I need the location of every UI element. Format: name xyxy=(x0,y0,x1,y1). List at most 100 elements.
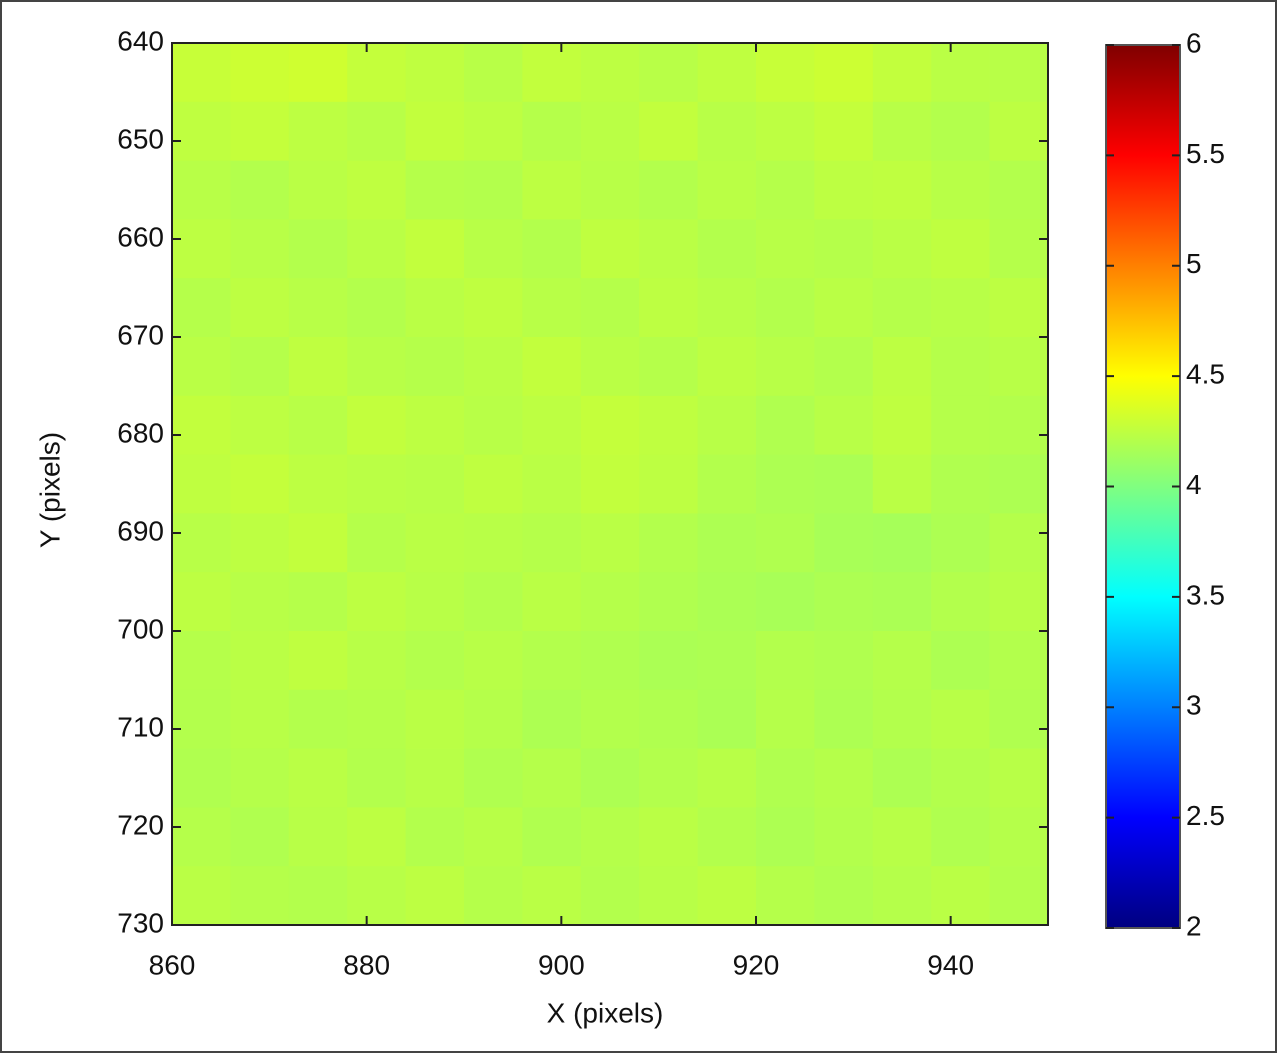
heatmap-cell xyxy=(172,807,231,867)
heatmap-cell xyxy=(814,101,874,162)
heatmap-cell xyxy=(697,219,757,279)
y-tick-label: 650 xyxy=(117,123,164,154)
heatmap-cell xyxy=(639,631,699,691)
heatmap-cell xyxy=(639,337,699,397)
heatmap-cell xyxy=(347,513,407,573)
heatmap-cell xyxy=(172,513,231,573)
heatmap-cell xyxy=(230,337,290,397)
heatmap-cell xyxy=(522,160,582,220)
heatmap-cell xyxy=(288,866,348,926)
heatmap-cell xyxy=(931,748,991,808)
heatmap-cell xyxy=(814,395,874,456)
heatmap-cell xyxy=(989,748,1049,808)
heatmap-cell xyxy=(580,219,640,279)
heatmap-cell xyxy=(697,689,757,750)
heatmap-cell xyxy=(347,395,407,456)
heatmap-cell xyxy=(347,866,407,926)
heatmap-cell xyxy=(989,219,1049,279)
heatmap-cell xyxy=(230,631,290,691)
heatmap-cell xyxy=(931,160,991,220)
heatmap-cell xyxy=(172,278,231,338)
heatmap-cell xyxy=(756,631,815,691)
heatmap-cell xyxy=(288,454,348,514)
heatmap-cell xyxy=(288,807,348,867)
x-tick-label: 940 xyxy=(927,949,974,980)
heatmap-cell xyxy=(989,807,1049,867)
heatmap-cell xyxy=(872,101,932,162)
heatmap-cell xyxy=(347,631,407,691)
heatmap-cell xyxy=(288,513,348,573)
heatmap-cell xyxy=(405,278,465,338)
x-axis-label: X (pixels) xyxy=(547,997,664,1028)
heatmap-cell xyxy=(464,454,523,514)
heatmap-cell xyxy=(347,160,407,220)
heatmap-cell xyxy=(522,43,582,103)
colorbar-tick-label: 6 xyxy=(1186,27,1202,58)
heatmap-cell xyxy=(872,219,932,279)
heatmap-cell xyxy=(639,748,699,808)
heatmap-cell xyxy=(872,395,932,456)
y-tick-label: 660 xyxy=(117,221,164,252)
heatmap-cell xyxy=(756,454,815,514)
heatmap-cell xyxy=(756,807,815,867)
colorbar-tick-label: 3 xyxy=(1186,690,1202,721)
heatmap-cell xyxy=(405,748,465,808)
heatmap-cell xyxy=(872,278,932,338)
heatmap-cell xyxy=(639,43,699,103)
heatmap-cell xyxy=(464,43,523,103)
heatmap-cell xyxy=(989,631,1049,691)
heatmap-cell xyxy=(172,631,231,691)
plot-frame xyxy=(171,42,1049,926)
y-tick-label: 680 xyxy=(117,417,164,448)
heatmap-cell xyxy=(405,101,465,162)
heatmap-cell xyxy=(172,748,231,808)
heatmap-cell xyxy=(172,219,231,279)
heatmap-cell xyxy=(639,101,699,162)
heatmap-cell xyxy=(230,513,290,573)
heatmap-cell xyxy=(639,278,699,338)
x-tick-label: 880 xyxy=(343,949,390,980)
heatmap-cell xyxy=(872,748,932,808)
heatmap-cell xyxy=(580,395,640,456)
heatmap-cell xyxy=(405,160,465,220)
heatmap-cell xyxy=(347,337,407,397)
heatmap-cell xyxy=(522,395,582,456)
heatmap-cell xyxy=(756,866,815,926)
heatmap-cell xyxy=(464,219,523,279)
heatmap-cell xyxy=(464,689,523,750)
heatmap-cell xyxy=(872,337,932,397)
heatmap-cell xyxy=(989,513,1049,573)
heatmap-cell xyxy=(580,43,640,103)
y-tick-label: 730 xyxy=(117,907,164,938)
heatmap-cell xyxy=(172,454,231,514)
heatmap-cell xyxy=(814,160,874,220)
heatmap-cell xyxy=(347,454,407,514)
heatmap-cell xyxy=(522,866,582,926)
x-tick-label: 920 xyxy=(733,949,780,980)
heatmap-cell xyxy=(288,160,348,220)
colorbar-tick-label: 2.5 xyxy=(1186,800,1225,831)
heatmap-cell xyxy=(814,513,874,573)
heatmap-cell xyxy=(580,278,640,338)
heatmap-cell xyxy=(230,219,290,279)
heatmap-cell xyxy=(405,337,465,397)
heatmap-cell xyxy=(931,278,991,338)
heatmap-cell xyxy=(931,101,991,162)
heatmap-cell xyxy=(697,572,757,632)
heatmap-cell xyxy=(872,866,932,926)
colorbar-tick-label: 5.5 xyxy=(1186,138,1225,169)
heatmap-cell xyxy=(172,395,231,456)
heatmap-cell xyxy=(522,631,582,691)
heatmap-cell xyxy=(405,454,465,514)
heatmap-cell xyxy=(347,101,407,162)
heatmap-cell xyxy=(580,748,640,808)
heatmap-cell xyxy=(464,631,523,691)
y-axis-label: Y (pixels) xyxy=(34,432,65,548)
heatmap-cell xyxy=(814,689,874,750)
heatmap-cell xyxy=(697,43,757,103)
heatmap-cell xyxy=(931,454,991,514)
y-tick-label: 700 xyxy=(117,613,164,644)
heatmap-cell xyxy=(639,160,699,220)
heatmap-cell xyxy=(288,278,348,338)
heatmap-cell xyxy=(639,513,699,573)
